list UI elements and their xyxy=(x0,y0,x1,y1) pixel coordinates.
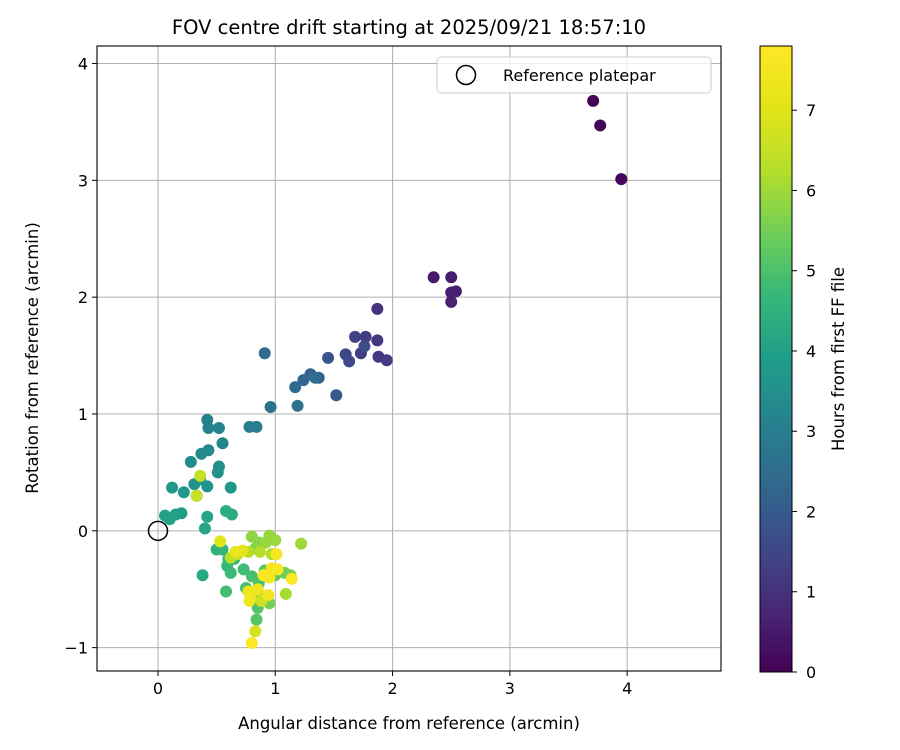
scatter-point xyxy=(291,399,304,412)
scatter-point xyxy=(264,400,277,413)
scatter-point xyxy=(220,504,233,517)
chart-title: FOV centre drift starting at 2025/09/21 … xyxy=(172,16,646,39)
plot-frame xyxy=(96,45,722,672)
scatter-point xyxy=(270,548,283,561)
scatter-point xyxy=(295,537,308,550)
colorbar-tick-label: 7 xyxy=(806,101,816,120)
scatter-point xyxy=(243,594,256,607)
scatter-point xyxy=(249,625,262,638)
x-tick-label: 2 xyxy=(387,679,397,698)
colorbar-tick-label: 3 xyxy=(806,422,816,441)
scatter-point xyxy=(358,340,371,353)
x-tick-label: 0 xyxy=(153,679,163,698)
scatter-point xyxy=(587,94,600,107)
scatter-point xyxy=(257,569,270,582)
scatter-point xyxy=(201,510,214,523)
scatter-point xyxy=(202,422,215,435)
scatter-point xyxy=(297,374,310,387)
y-tick-label: 3 xyxy=(78,171,88,190)
scatter-point xyxy=(224,481,237,494)
scatter-point xyxy=(449,285,462,298)
scatter-point xyxy=(250,613,263,626)
scatter-point xyxy=(243,420,256,433)
scatter-point xyxy=(184,455,197,468)
scatter-point xyxy=(371,302,384,315)
scatter-point xyxy=(237,563,250,576)
scatter-point xyxy=(224,566,237,579)
scatter-point xyxy=(195,447,208,460)
scatter-point xyxy=(216,437,229,450)
y-tick-label: 0 xyxy=(78,522,88,541)
scatter-point xyxy=(211,466,224,479)
colorbar-tick-label: 4 xyxy=(806,342,816,361)
scatter-point xyxy=(343,355,356,368)
x-axis: 0 1 2 3 4 xyxy=(153,671,632,698)
x-tick-label: 3 xyxy=(505,679,515,698)
scatter-point xyxy=(212,422,225,435)
scatter-point xyxy=(289,381,302,394)
scatter-point xyxy=(166,481,179,494)
scatter-point xyxy=(194,469,207,482)
scatter-point xyxy=(594,119,607,132)
scatter-point xyxy=(279,587,292,600)
scatter-point xyxy=(201,480,214,493)
scatter-point xyxy=(220,585,233,598)
reference-platepar-marker xyxy=(147,520,169,542)
scatter-point xyxy=(190,489,203,502)
legend-label: Reference platepar xyxy=(503,66,656,85)
scatter-point xyxy=(196,569,209,582)
scatter-point xyxy=(269,534,282,547)
legend: Reference platepar xyxy=(436,56,712,94)
plot-area: 0 1 2 3 4 −1 0 1 2 3 4 xyxy=(64,45,722,698)
scatter-point xyxy=(262,589,275,602)
scatter-point xyxy=(427,271,440,284)
colorbar-gradient xyxy=(759,45,793,673)
y-axis-label: Rotation from reference (arcmin) xyxy=(23,222,42,494)
scatter-point xyxy=(615,173,628,186)
colorbar: 0 1 2 3 4 5 6 7 Hours from first FF file xyxy=(759,45,848,682)
scatter-point xyxy=(177,486,190,499)
scatter-point xyxy=(445,295,458,308)
scatter-point xyxy=(163,513,176,526)
colorbar-ticks: 0 1 2 3 4 5 6 7 xyxy=(792,101,816,682)
legend-box xyxy=(436,56,712,94)
scatter-point xyxy=(380,354,393,367)
y-axis: −1 0 1 2 3 4 xyxy=(64,55,97,658)
scatter-point xyxy=(271,563,284,576)
colorbar-tick-label: 6 xyxy=(806,181,816,200)
x-tick-label: 4 xyxy=(622,679,632,698)
scatter-point xyxy=(445,271,458,284)
scatter-point xyxy=(254,545,267,558)
colorbar-label: Hours from first FF file xyxy=(829,267,848,451)
colorbar-tick-label: 5 xyxy=(806,262,816,281)
scatter-point xyxy=(245,530,258,543)
x-axis-label: Angular distance from reference (arcmin) xyxy=(238,714,580,733)
scatter-point xyxy=(359,330,372,343)
scatter-point xyxy=(258,347,271,360)
y-tick-label: 2 xyxy=(78,288,88,307)
y-tick-label: 4 xyxy=(78,55,88,74)
colorbar-tick-label: 0 xyxy=(806,663,816,682)
scatter-point xyxy=(214,535,227,548)
scatter-point xyxy=(251,583,264,596)
y-tick-label: 1 xyxy=(78,405,88,424)
scatter-point xyxy=(285,572,298,585)
scatter-point xyxy=(229,545,242,558)
legend-marker xyxy=(455,64,477,86)
scatter-points xyxy=(159,94,628,649)
x-tick-label: 1 xyxy=(270,679,280,698)
scatter-point xyxy=(330,389,343,402)
colorbar-tick-label: 2 xyxy=(806,502,816,521)
scatter-point xyxy=(322,351,335,364)
scatter-point xyxy=(349,330,362,343)
scatter-point xyxy=(309,371,322,384)
scatter-point xyxy=(259,536,272,549)
scatter-point xyxy=(371,334,384,347)
y-tick-label: −1 xyxy=(64,639,88,658)
scatter-point xyxy=(198,522,211,535)
colorbar-tick-label: 1 xyxy=(806,583,816,602)
scatter-point xyxy=(245,636,258,649)
